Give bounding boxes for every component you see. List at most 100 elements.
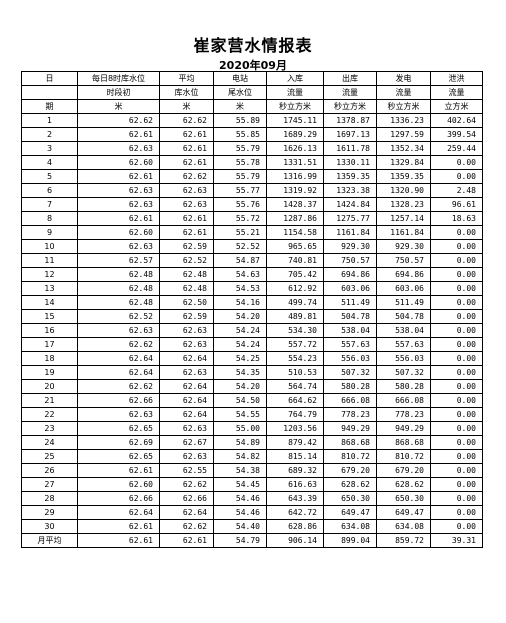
- table-row: 17 62.62 62.63 54.24 557.72 557.63 557.63 0.00: [21, 337, 483, 352]
- cell-tailwater-level: 54.25: [213, 351, 267, 366]
- cell-inflow: 1689.29: [266, 127, 324, 142]
- cell-reservoir-level-start: 62.64: [77, 365, 160, 380]
- cell-avg-reservoir-level: 62.64: [159, 505, 214, 520]
- table-row: 1 62.62 62.62 55.89 1745.11 1378.87 1336.23 402…: [21, 113, 483, 128]
- cell-flood-discharge: 2.48: [430, 183, 483, 198]
- cell-reservoir-level-start: 62.66: [77, 393, 160, 408]
- cell-flood-discharge: 39.31: [430, 533, 483, 548]
- cell-flood-discharge: 0.00: [430, 169, 483, 184]
- cell-avg-reservoir-level: 62.66: [159, 491, 214, 506]
- cell-avg-reservoir-level: 62.61: [159, 533, 214, 548]
- cell-power-flow: 511.49: [376, 295, 431, 310]
- cell-flood-discharge: 0.00: [430, 225, 483, 240]
- header-cell-reservoir-level-start: 米: [77, 99, 160, 114]
- cell-outflow: 929.30: [323, 239, 377, 254]
- cell-outflow: 1378.87: [323, 113, 377, 128]
- cell-day: 9: [21, 225, 78, 240]
- cell-inflow: 628.86: [266, 519, 324, 534]
- cell-day: 26: [21, 463, 78, 478]
- cell-tailwater-level: 55.21: [213, 225, 267, 240]
- cell-outflow: 649.47: [323, 505, 377, 520]
- cell-inflow: 557.72: [266, 337, 324, 352]
- cell-avg-reservoir-level: 62.64: [159, 407, 214, 422]
- cell-day: 11: [21, 253, 78, 268]
- cell-tailwater-level: 55.85: [213, 127, 267, 142]
- cell-inflow: 1316.99: [266, 169, 324, 184]
- cell-outflow: 580.28: [323, 379, 377, 394]
- cell-avg-reservoir-level: 62.62: [159, 477, 214, 492]
- cell-day: 1: [21, 113, 78, 128]
- cell-outflow: 679.20: [323, 463, 377, 478]
- cell-avg-reservoir-level: 62.50: [159, 295, 214, 310]
- cell-inflow: 1287.86: [266, 211, 324, 226]
- cell-reservoir-level-start: 62.69: [77, 435, 160, 450]
- cell-outflow: 1359.35: [323, 169, 377, 184]
- header-cell-outflow: 秒立方米: [323, 99, 377, 114]
- cell-flood-discharge: 0.00: [430, 477, 483, 492]
- cell-avg-reservoir-level: 62.59: [159, 309, 214, 324]
- header-cell-power-flow: 流量: [376, 85, 431, 100]
- table-row: 11 62.57 62.52 54.87 740.81 750.57 750.57 0.00: [21, 253, 483, 268]
- cell-day: 22: [21, 407, 78, 422]
- header-cell-avg-reservoir-level: 库水位: [159, 85, 214, 100]
- header-cell-outflow: 出库: [323, 71, 377, 86]
- cell-avg-reservoir-level: 62.61: [159, 141, 214, 156]
- cell-reservoir-level-start: 62.60: [77, 477, 160, 492]
- cell-day: 23: [21, 421, 78, 436]
- cell-tailwater-level: 55.00: [213, 421, 267, 436]
- cell-reservoir-level-start: 62.63: [77, 323, 160, 338]
- cell-tailwater-level: 54.38: [213, 463, 267, 478]
- cell-flood-discharge: 0.00: [430, 253, 483, 268]
- cell-power-flow: 1297.59: [376, 127, 431, 142]
- cell-reservoir-level-start: 62.60: [77, 225, 160, 240]
- cell-day: 27: [21, 477, 78, 492]
- header-cell-day: 期: [21, 99, 78, 114]
- cell-outflow: 810.72: [323, 449, 377, 464]
- cell-power-flow: 504.78: [376, 309, 431, 324]
- water-report-table: 日每日8时库水位 平均 电站 入库 出库 发电 泄洪 时段初 库水位 尾水位 流量 流量 流量 流量期米米…: [21, 71, 483, 548]
- cell-flood-discharge: 0.00: [430, 449, 483, 464]
- cell-reservoir-level-start: 62.57: [77, 253, 160, 268]
- cell-tailwater-level: 52.52: [213, 239, 267, 254]
- cell-tailwater-level: 55.76: [213, 197, 267, 212]
- table-row: 3 62.63 62.61 55.79 1626.13 1611.78 1352.34 259…: [21, 141, 483, 156]
- cell-reservoir-level-start: 62.64: [77, 505, 160, 520]
- cell-tailwater-level: 54.46: [213, 505, 267, 520]
- cell-outflow: 634.08: [323, 519, 377, 534]
- header-cell-flood-discharge: 泄洪: [430, 71, 483, 86]
- table-row: 6 62.63 62.63 55.77 1319.92 1323.38 1320.90 2.4…: [21, 183, 483, 198]
- header-cell-power-flow: 发电: [376, 71, 431, 86]
- cell-flood-discharge: 402.64: [430, 113, 483, 128]
- cell-outflow: 868.68: [323, 435, 377, 450]
- cell-day: 19: [21, 365, 78, 380]
- table-row: 12 62.48 62.48 54.63 705.42 694.86 694.86 0.00: [21, 267, 483, 282]
- cell-flood-discharge: 0.00: [430, 491, 483, 506]
- cell-flood-discharge: 0.00: [430, 281, 483, 296]
- cell-outflow: 778.23: [323, 407, 377, 422]
- cell-tailwater-level: 54.50: [213, 393, 267, 408]
- cell-tailwater-level: 55.72: [213, 211, 267, 226]
- cell-tailwater-level: 54.45: [213, 477, 267, 492]
- cell-inflow: 879.42: [266, 435, 324, 450]
- cell-inflow: 705.42: [266, 267, 324, 282]
- table-row: 29 62.64 62.64 54.46 642.72 649.47 649.47 0.00: [21, 505, 483, 520]
- cell-power-flow: 538.04: [376, 323, 431, 338]
- cell-outflow: 949.29: [323, 421, 377, 436]
- cell-power-flow: 778.23: [376, 407, 431, 422]
- cell-flood-discharge: 0.00: [430, 309, 483, 324]
- table-row: 21 62.66 62.64 54.50 664.62 666.08 666.08 0.00: [21, 393, 483, 408]
- cell-inflow: 489.81: [266, 309, 324, 324]
- cell-inflow: 616.63: [266, 477, 324, 492]
- cell-day: 8: [21, 211, 78, 226]
- cell-outflow: 899.04: [323, 533, 377, 548]
- cell-power-flow: 634.08: [376, 519, 431, 534]
- cell-avg-reservoir-level: 62.63: [159, 337, 214, 352]
- cell-avg-reservoir-level: 62.63: [159, 197, 214, 212]
- cell-flood-discharge: 0.00: [430, 463, 483, 478]
- cell-reservoir-level-start: 62.61: [77, 533, 160, 548]
- cell-avg-reservoir-level: 62.64: [159, 351, 214, 366]
- cell-reservoir-level-start: 62.62: [77, 113, 160, 128]
- cell-flood-discharge: 399.54: [430, 127, 483, 142]
- cell-avg-reservoir-level: 62.55: [159, 463, 214, 478]
- table-row: 5 62.61 62.62 55.79 1316.99 1359.35 1359.35 0.0…: [21, 169, 483, 184]
